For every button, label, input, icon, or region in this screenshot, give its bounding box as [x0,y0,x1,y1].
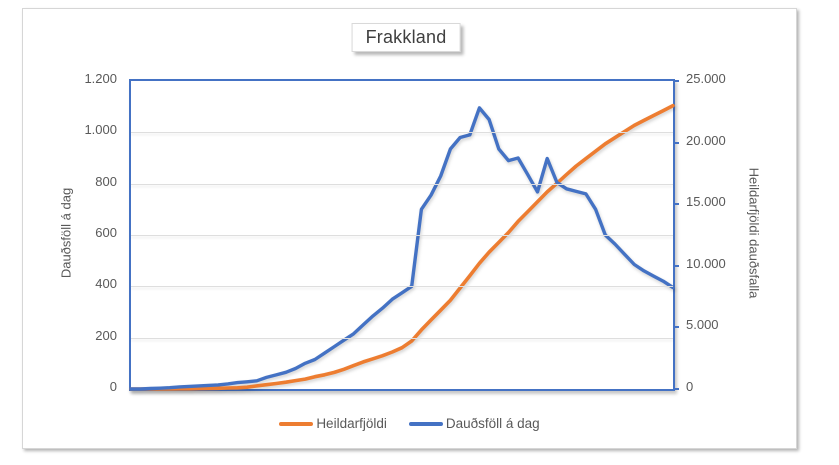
series-line-total[interactable] [129,103,675,391]
right-axis-tick [673,264,679,267]
legend-label-total: Heildarfjöldi [316,416,387,431]
y-right-tick-label: 15.000 [686,194,726,210]
y-right-tick-label: 0 [686,379,694,394]
y-left-tick-label: 600 [95,225,117,240]
series-line-daily[interactable] [129,106,675,391]
right-axis-tick [673,80,679,82]
right-axis-tick [673,141,679,144]
right-axis-tick [673,326,679,329]
y-axis-right-labels: 0 5.000 10.000 15.000 20.000 25.000 [686,9,776,448]
y-axis-left-labels: 0 200 400 600 800 1.000 1.200 [23,9,117,448]
gridline [131,132,673,134]
gridline [131,183,673,185]
gridline [131,286,673,288]
gridline [131,337,673,339]
chart-title: Frakkland [365,27,447,47]
y-left-tick-label: 200 [95,327,117,343]
right-axis-tick [673,203,679,206]
chart-title-box[interactable]: Frakkland [351,23,461,52]
gridline [131,235,673,236]
y-left-tick-label: 0 [109,379,117,394]
legend-item-total[interactable]: Heildarfjöldi [279,416,387,431]
right-axis-tick [673,388,679,390]
y-left-tick-label: 1.000 [84,122,117,138]
chart-frame[interactable]: Frakkland Dauðsföll á dag Heildarfjöldi … [22,8,797,449]
legend-item-daily[interactable]: Dauðsföll á dag [408,416,540,431]
y-left-tick-label: 400 [95,276,117,292]
y-right-tick-label: 25.000 [686,71,726,86]
legend-swatch-total-line [279,421,314,426]
plot-area[interactable] [129,79,679,391]
legend-label-daily: Dauðsföll á dag [445,416,540,431]
y-right-tick-label: 10.000 [686,255,726,271]
legend: Heildarfjöldi Dauðsföll á dag [23,416,796,431]
legend-swatch-daily-line [408,421,443,426]
y-left-tick-label: 800 [95,173,117,189]
plot-svg [129,103,675,391]
y-right-tick-label: 20.000 [686,132,726,148]
y-right-tick-label: 5.000 [686,317,719,333]
y-left-tick-label: 1.200 [84,71,117,86]
